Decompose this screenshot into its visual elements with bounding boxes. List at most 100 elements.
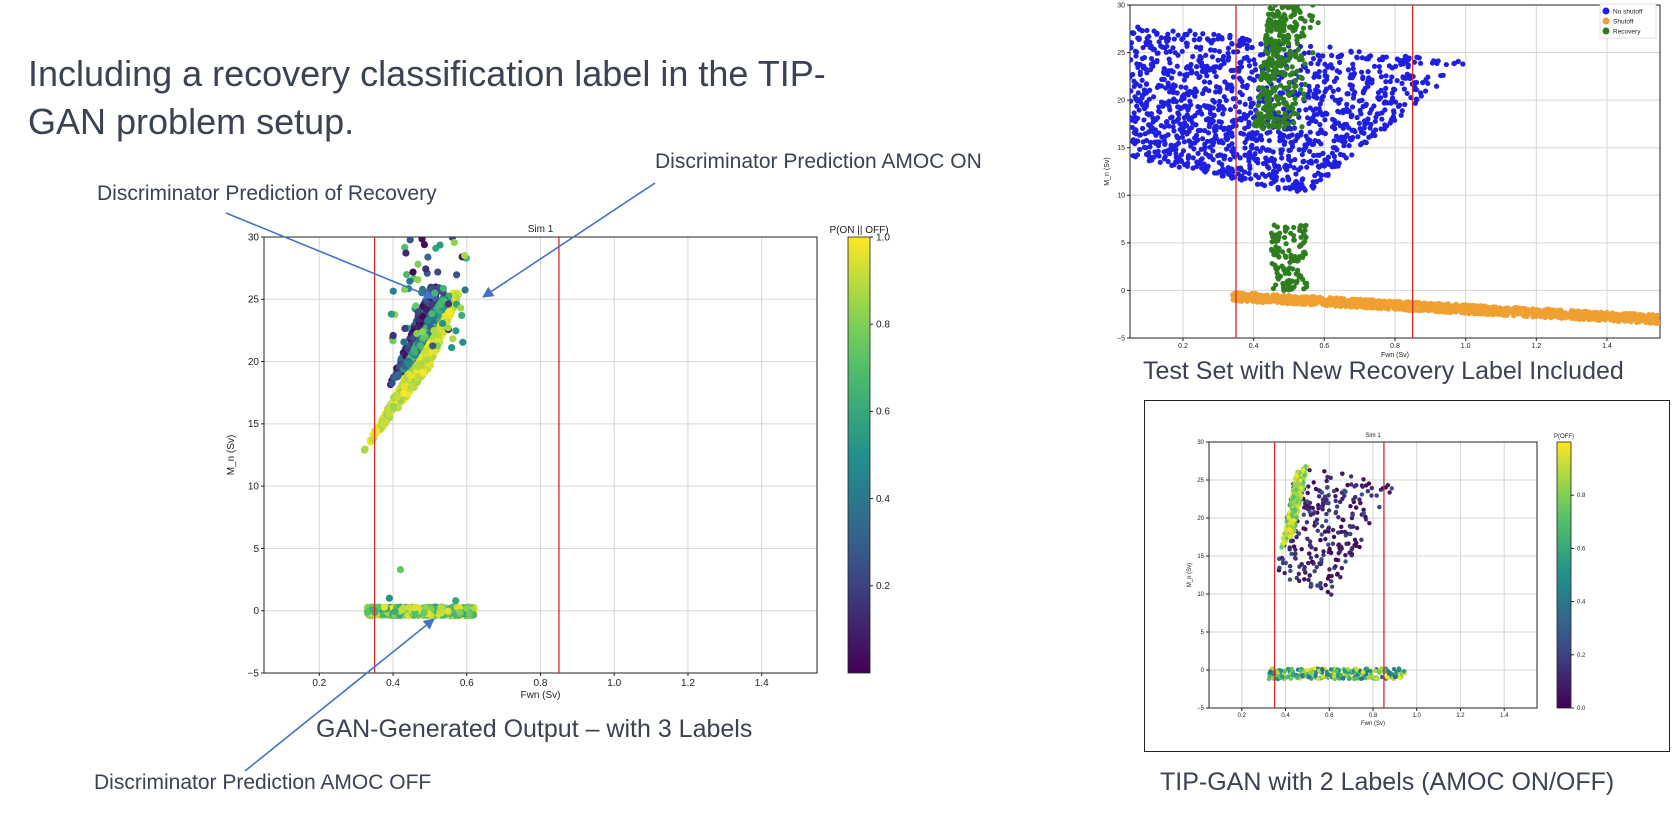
point-no-shutoff — [1248, 130, 1254, 136]
point-no-shutoff — [1156, 130, 1162, 136]
point-no-shutoff — [1135, 24, 1141, 30]
point-no-shutoff — [1180, 125, 1186, 131]
point-no-shutoff — [1193, 88, 1200, 95]
point-no-shutoff — [1229, 118, 1235, 124]
colorbar-tick-label: 0.4 — [876, 494, 890, 505]
point-recovery — [1295, 47, 1301, 53]
point-no-shutoff — [1336, 53, 1342, 59]
point-shutoff — [1341, 300, 1347, 307]
point-shutoff — [1524, 313, 1530, 320]
point-no-shutoff — [1404, 90, 1410, 97]
point-no-shutoff — [1174, 63, 1180, 69]
point-no-shutoff — [1195, 150, 1201, 156]
point-no-shutoff — [1200, 31, 1206, 37]
data-point — [444, 607, 452, 615]
point-no-shutoff — [1205, 163, 1211, 169]
colorbar-tick-label: 0.2 — [876, 581, 890, 592]
point-shutoff — [1499, 307, 1506, 313]
point-no-shutoff — [1139, 125, 1146, 132]
point-no-shutoff — [1202, 145, 1208, 151]
x-axis-label: Fwn (Sv) — [1381, 352, 1409, 359]
point-no-shutoff — [1389, 65, 1395, 71]
point-no-shutoff — [1193, 132, 1200, 138]
data-point — [388, 379, 396, 387]
point-no-shutoff — [1317, 57, 1323, 63]
point-no-shutoff — [1156, 104, 1162, 110]
point-no-shutoff — [1236, 99, 1243, 105]
point-no-shutoff — [1197, 59, 1203, 65]
point-no-shutoff — [1143, 151, 1150, 158]
point-no-shutoff — [1332, 145, 1339, 151]
data-point — [402, 270, 411, 279]
point-no-shutoff — [1148, 61, 1154, 68]
point-shutoff — [1329, 296, 1335, 303]
point-no-shutoff — [1199, 156, 1205, 162]
data-point — [433, 336, 441, 345]
point-no-shutoff — [1275, 186, 1281, 192]
point-no-shutoff — [1215, 57, 1221, 63]
point-no-shutoff — [1387, 78, 1393, 85]
point-shutoff — [1484, 310, 1491, 316]
point-recovery — [1281, 124, 1287, 130]
data-point — [461, 252, 469, 260]
point-no-shutoff — [1216, 118, 1222, 125]
point-no-shutoff — [1209, 54, 1216, 60]
point-no-shutoff — [1313, 158, 1319, 164]
point-no-shutoff — [1191, 146, 1197, 152]
point-no-shutoff — [1224, 134, 1230, 140]
point-no-shutoff — [1187, 98, 1193, 104]
point-no-shutoff — [1191, 37, 1197, 43]
data-point — [401, 243, 409, 252]
point-no-shutoff — [1179, 134, 1186, 140]
point-no-shutoff — [1178, 152, 1185, 158]
y-tick-label: 0 — [253, 606, 259, 617]
point-no-shutoff — [1238, 59, 1244, 65]
point-no-shutoff — [1248, 176, 1254, 182]
point-no-shutoff — [1400, 75, 1406, 81]
point-no-shutoff — [1335, 120, 1342, 126]
data-point — [413, 329, 421, 338]
point-recovery — [1298, 86, 1304, 93]
point-no-shutoff — [1287, 163, 1293, 169]
point-no-shutoff — [1199, 68, 1205, 74]
point-no-shutoff — [1316, 130, 1322, 136]
point-no-shutoff — [1382, 107, 1388, 113]
point-recovery — [1276, 101, 1282, 107]
point-no-shutoff — [1161, 156, 1168, 162]
point-shutoff — [1282, 299, 1288, 305]
point-no-shutoff — [1142, 131, 1148, 137]
point-no-shutoff — [1345, 91, 1351, 97]
point-shutoff — [1478, 304, 1484, 310]
point-shutoff — [1471, 306, 1477, 312]
point-no-shutoff — [1183, 103, 1189, 109]
y-tick-label: 5 — [1121, 240, 1125, 247]
point-no-shutoff — [1309, 183, 1315, 189]
point-shutoff — [1382, 298, 1388, 304]
point-recovery — [1310, 50, 1316, 56]
plot-frame — [1129, 4, 1661, 339]
point-no-shutoff — [1242, 101, 1248, 107]
data-point — [411, 609, 419, 617]
point-shutoff — [1437, 308, 1444, 314]
point-no-shutoff — [1340, 107, 1346, 113]
point-no-shutoff — [1358, 111, 1364, 117]
point-no-shutoff — [1383, 79, 1389, 85]
data-point — [404, 360, 412, 368]
point-no-shutoff — [1389, 74, 1395, 80]
y-tick-label: 20 — [248, 357, 260, 368]
point-no-shutoff — [1180, 93, 1186, 99]
point-no-shutoff — [1157, 109, 1163, 115]
point-no-shutoff — [1243, 115, 1249, 122]
point-no-shutoff — [1402, 101, 1408, 108]
colorbar — [847, 236, 871, 674]
point-no-shutoff — [1177, 71, 1183, 77]
data-point — [411, 348, 419, 356]
point-shutoff — [1510, 310, 1516, 317]
point-no-shutoff — [1227, 106, 1234, 113]
point-no-shutoff — [1420, 80, 1426, 86]
point-no-shutoff — [1372, 132, 1378, 139]
point-no-shutoff — [1329, 124, 1336, 130]
colorbar-label: P(ON || OFF) — [829, 225, 888, 236]
point-no-shutoff — [1247, 154, 1253, 160]
data-point — [430, 327, 438, 335]
